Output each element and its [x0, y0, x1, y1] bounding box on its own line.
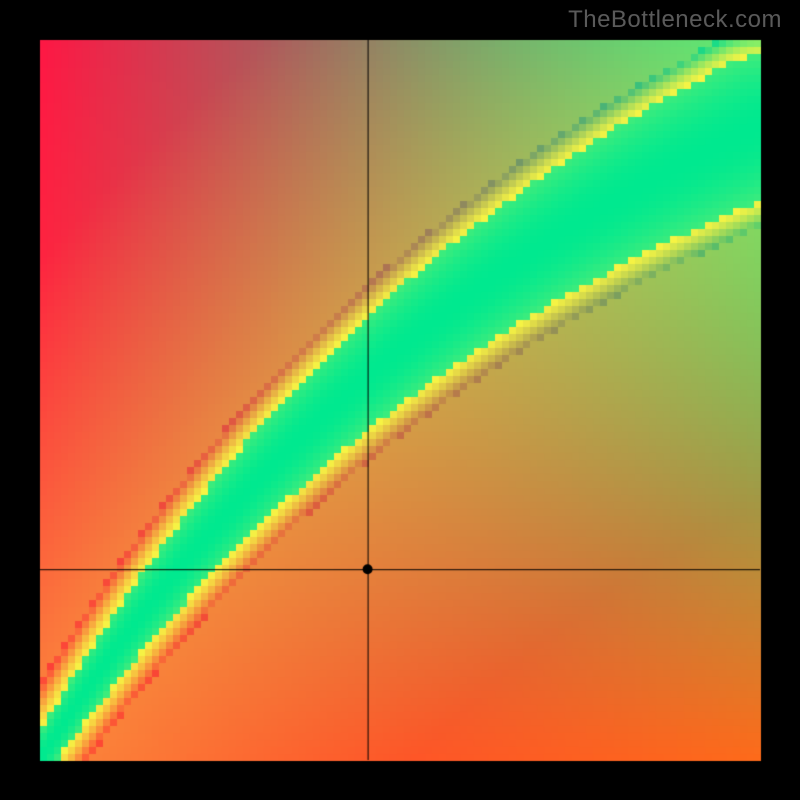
- heatmap-canvas: [0, 0, 800, 800]
- watermark-text: TheBottleneck.com: [568, 6, 782, 34]
- chart-container: TheBottleneck.com: [0, 0, 800, 800]
